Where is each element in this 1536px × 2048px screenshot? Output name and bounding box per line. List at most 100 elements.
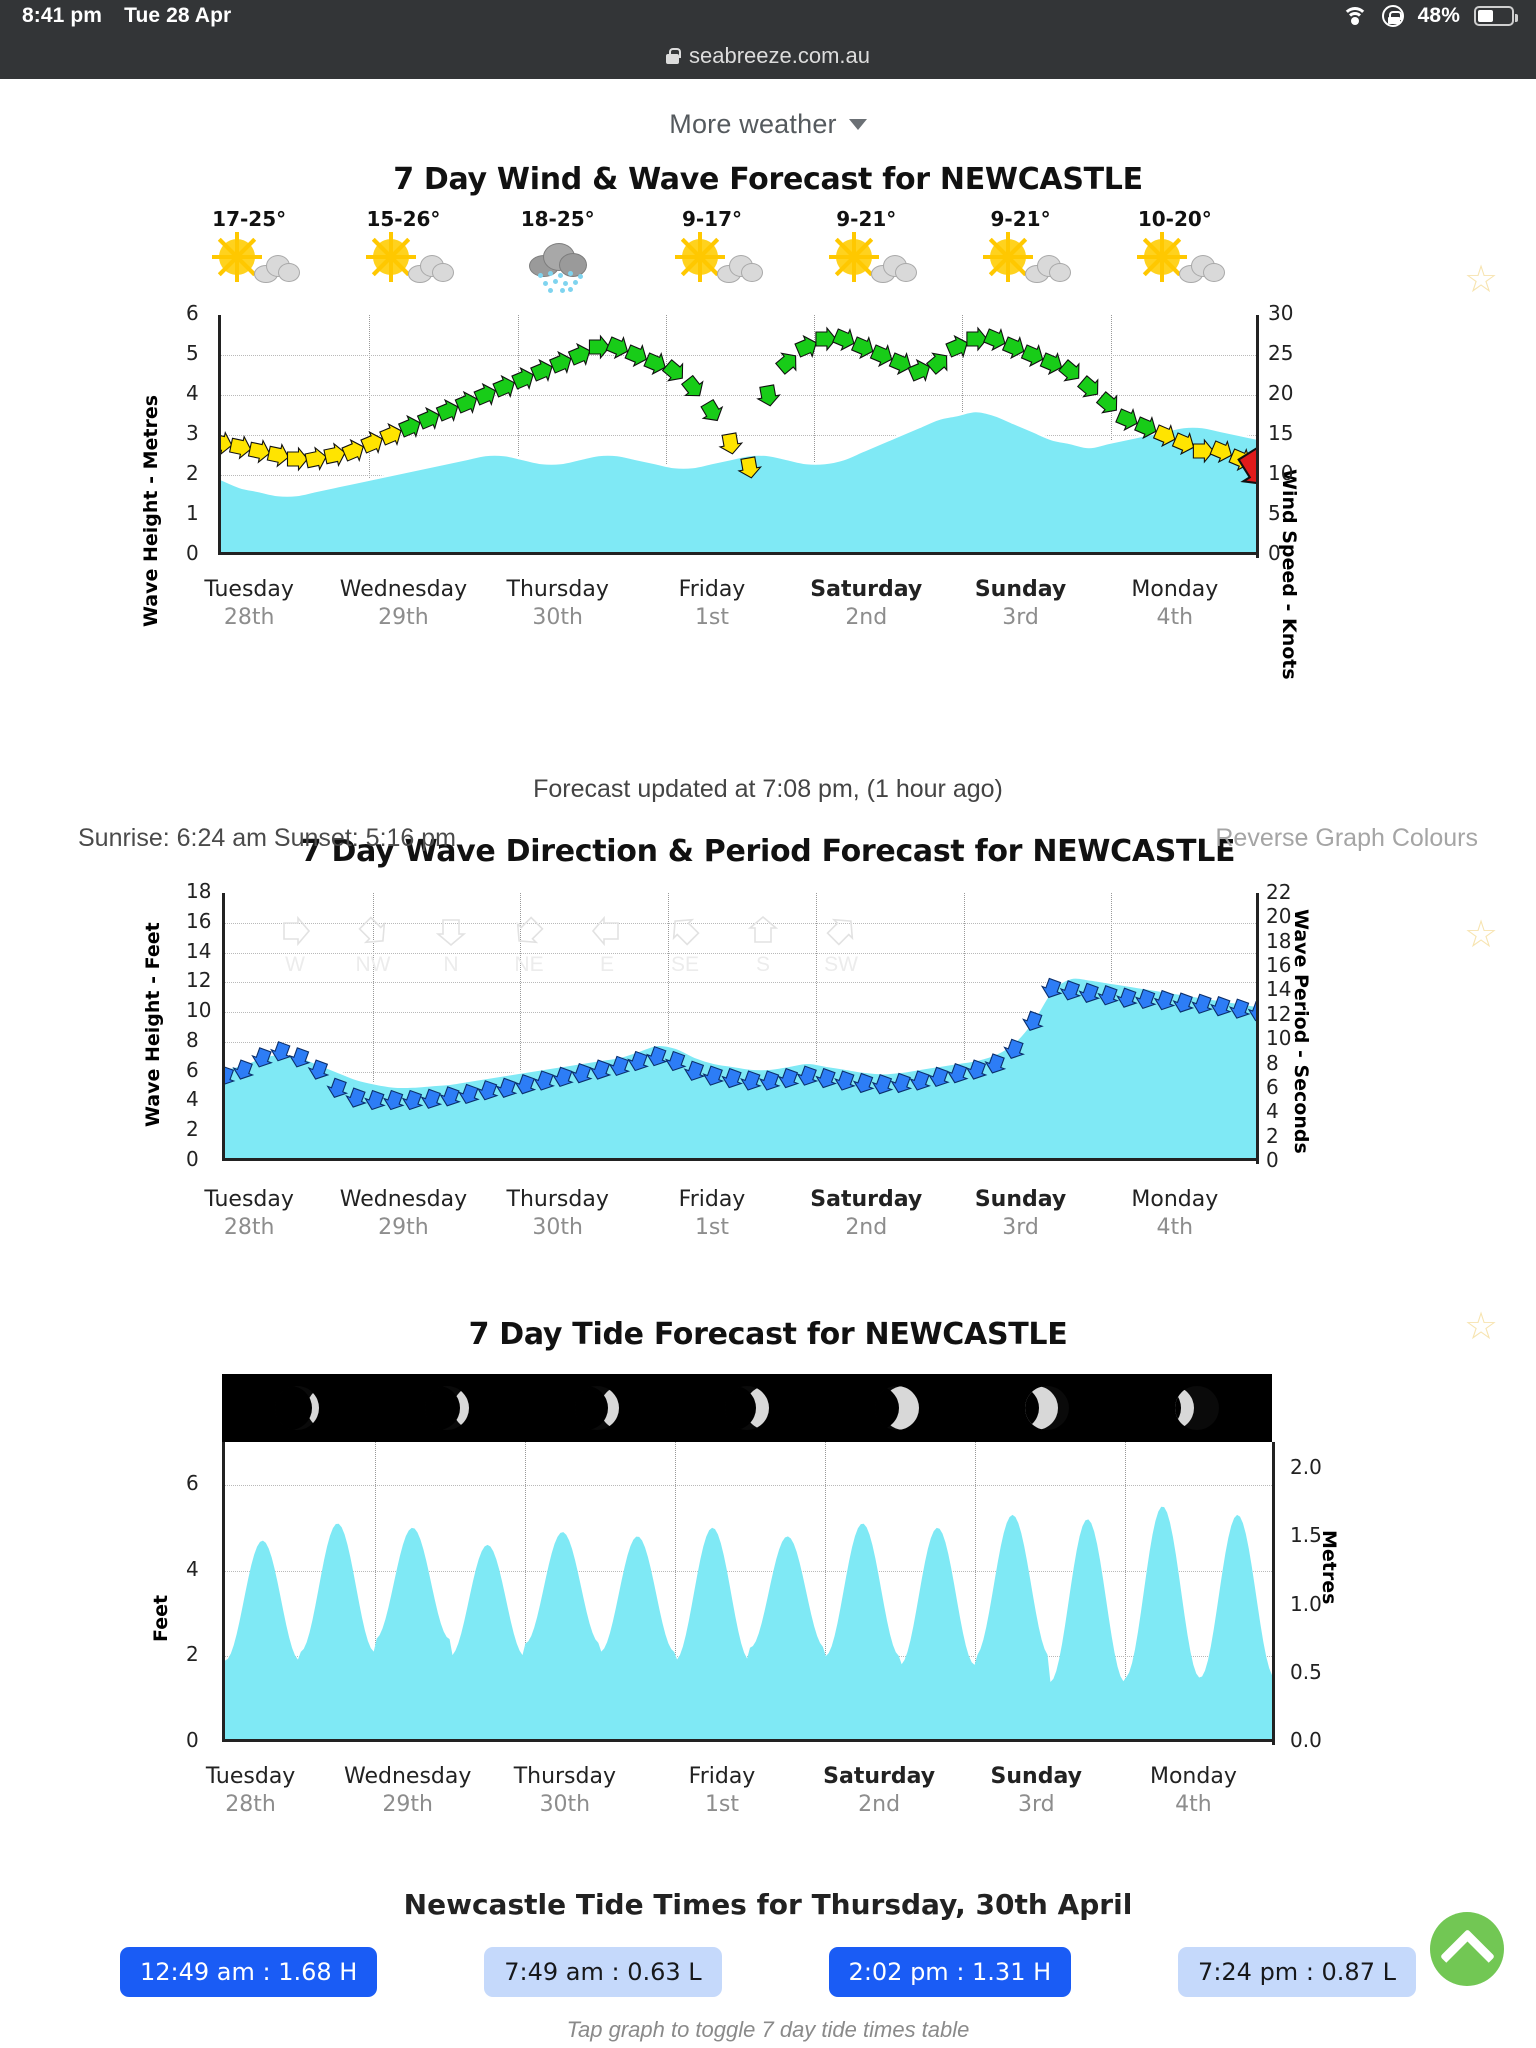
favourite-star-chart3[interactable]: ☆ (1464, 1306, 1499, 1348)
day-name: Tuesday (205, 1764, 296, 1789)
tide-time-pill-low[interactable]: 7:49 am : 0.63 L (484, 1947, 722, 1997)
day-column-saturday: Saturday 2nd (789, 577, 943, 630)
axis-tick-label: 6 (186, 1057, 199, 1082)
svg-text:S: S (756, 953, 770, 976)
gridline-horizontal (225, 982, 1256, 984)
axis-tick-label: 10 (186, 998, 212, 1023)
chart1-y-axis-right-label: Wind Speed - Knots (1278, 469, 1300, 680)
axis-tick-label: 14 (186, 938, 212, 963)
daily-weather-cell: 18-25° (481, 207, 635, 295)
day-name: Monday (1149, 1764, 1237, 1789)
day-number: 28th (223, 1215, 275, 1240)
status-bar-date: Tue 28 Apr (124, 4, 232, 27)
svg-text:N: N (443, 953, 458, 976)
temperature-range: 18-25° (520, 207, 595, 231)
gridline-vertical (675, 1442, 676, 1739)
axis-tick-label: 6 (1266, 1074, 1279, 1099)
axis-tick-label: 2.0 (1290, 1455, 1322, 1480)
day-number: 1st (704, 1792, 740, 1817)
sunrise-sunset-text: Sunrise: 6:24 am Sunset: 5:16 pm (78, 824, 456, 852)
day-name: Saturday (823, 1764, 936, 1789)
axis-tick-label: 2 (186, 1642, 199, 1667)
axis-tick-label: 4 (1266, 1099, 1279, 1124)
axis-tick-label: 6 (186, 301, 199, 325)
gridline-horizontal (225, 1041, 1256, 1043)
axis-tick-label: 0.5 (1290, 1659, 1322, 1684)
daily-weather-cell: 17-25° (172, 207, 326, 295)
gridline-horizontal (225, 1012, 1256, 1014)
day-number: 30th (532, 605, 583, 630)
day-number: 30th (539, 1792, 591, 1817)
tide-height-area (225, 1506, 1272, 1739)
axis-tick-label: 5 (186, 341, 199, 365)
day-column-wednesday: Wednesday 29th (326, 577, 480, 630)
day-name: Thursday (506, 577, 609, 602)
axis-tick-label: 2 (186, 461, 199, 485)
day-number: 4th (1175, 1792, 1212, 1817)
chart2-title: 7 Day Wave Direction & Period Forecast f… (300, 834, 1236, 869)
wind-wave-chart[interactable]: 17-25° 15-26° 18-25° 9-17° 9-21° 9-21° 10-20° … (0, 197, 1536, 717)
sun-cloud-icon (326, 232, 480, 295)
daily-weather-cell: 15-26° (326, 207, 480, 295)
svg-text:NE: NE (514, 953, 543, 976)
tide-table-title: Newcastle Tide Times for Thursday, 30th … (403, 1888, 1133, 1921)
url-text: seabreeze.com.au (689, 42, 870, 68)
day-name: Tuesday (204, 577, 294, 602)
chart3-y-axis-right-label: Metres (1318, 1530, 1340, 1605)
reverse-graph-colours-link[interactable]: Reverse Graph Colours (1215, 824, 1478, 852)
more-weather-dropdown[interactable]: More weather (0, 79, 1536, 146)
axis-tick-label: 8 (186, 1027, 199, 1052)
daily-weather-cell: 10-20° (1098, 207, 1252, 295)
chart3-x-axis-days: Tuesday 28th Wednesday 29th Thursday 30th Frid… (172, 1764, 1272, 1817)
day-column-saturday: Saturday 2nd (801, 1764, 958, 1817)
day-column-monday: Monday 4th (1115, 1764, 1272, 1817)
moon-phase-waxing-gibbous (972, 1386, 1122, 1430)
tide-time-pill-high[interactable]: 2:02 pm : 1.31 H (828, 1947, 1072, 1997)
scroll-to-top-button[interactable] (1430, 1912, 1504, 1986)
gridline-vertical (525, 1442, 526, 1739)
chart1-title: 7 Day Wind & Wave Forecast for NEWCASTLE (393, 162, 1143, 197)
daily-weather-cell: 9-17° (635, 207, 789, 295)
wave-period-arrows (225, 977, 1256, 1111)
tide-chart[interactable]: www.seabreeze.com.au Tuesday 28th Wednesda… (0, 1352, 1536, 1872)
day-number: 3rd (1017, 1792, 1055, 1817)
browser-address-bar[interactable]: seabreeze.com.au (0, 32, 1536, 79)
axis-tick-label: 2 (186, 1117, 199, 1142)
axis-tick-label: 3 (186, 421, 199, 445)
day-column-sunday: Sunday 3rd (943, 577, 1097, 630)
day-column-tuesday: Tuesday 28th (172, 1764, 329, 1817)
chart1-right-axis (1256, 315, 1259, 558)
axis-tick-label: 10 (1268, 461, 1294, 485)
gridline-horizontal (221, 435, 1256, 436)
axis-tick-label: 16 (186, 908, 212, 933)
axis-tick-label: 20 (1268, 381, 1294, 405)
rain-cloud-icon (481, 237, 635, 295)
chart3-plot-area: www.seabreeze.com.au (222, 1442, 1272, 1742)
day-number: 2nd (845, 605, 888, 630)
axis-tick-label: 10 (1266, 1026, 1292, 1051)
favourite-star-chart2[interactable]: ☆ (1464, 914, 1499, 956)
favourite-star-chart1[interactable]: ☆ (1464, 259, 1499, 301)
chart3-y-axis-label: Feet (150, 1594, 172, 1642)
chart1-plot-area: www.seabreeze.com.au (218, 315, 1256, 555)
gridline-vertical (372, 893, 374, 1158)
day-column-thursday: Thursday 30th (486, 1764, 643, 1817)
day-column-sunday: Sunday 3rd (958, 1764, 1115, 1817)
tide-time-pill-low[interactable]: 7:24 pm : 0.87 L (1178, 1947, 1416, 1997)
gridline-vertical (1125, 1442, 1126, 1739)
day-number: 29th (378, 1215, 429, 1240)
tide-time-pill-high[interactable]: 12:49 am : 1.68 H (120, 1947, 378, 1997)
day-name: Saturday (810, 577, 923, 602)
day-name: Thursday (513, 1764, 616, 1789)
moon-phase-waxing-crescent (372, 1386, 522, 1430)
axis-tick-label: 4 (186, 381, 199, 405)
ios-status-bar: 8:41 pm Tue 28 Apr 48% (0, 0, 1536, 32)
chart2-y-axis-label: Wave Height - Feet (142, 922, 164, 1127)
axis-tick-label: 8 (1266, 1050, 1279, 1075)
day-name: Sunday (974, 1187, 1067, 1212)
temperature-range: 9-21° (990, 207, 1051, 231)
sun-cloud-icon (789, 232, 943, 295)
chart2-right-axis (1256, 893, 1259, 1164)
